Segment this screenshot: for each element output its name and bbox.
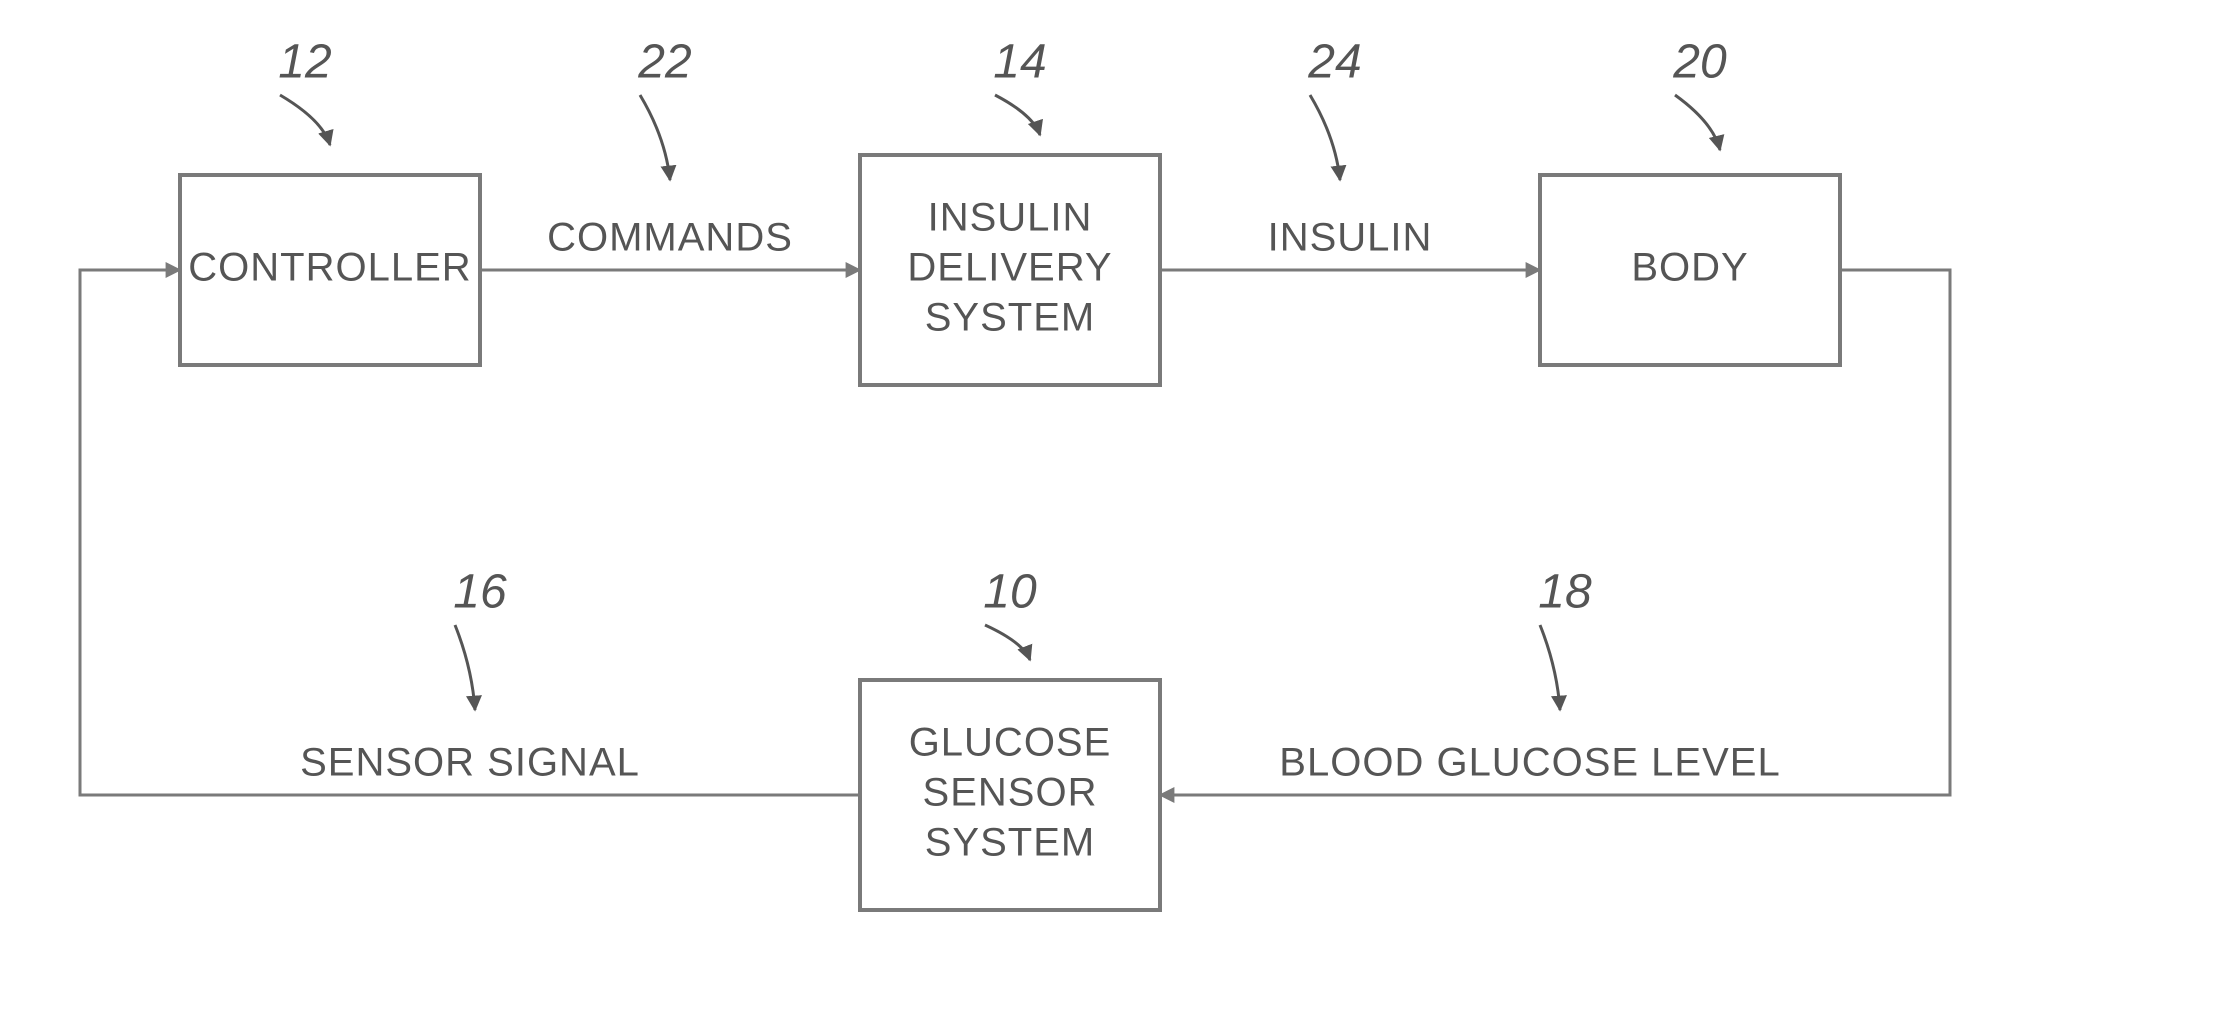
node-sensor: GLUCOSE SENSOR SYSTEM <box>860 680 1160 910</box>
ref-16-leader <box>455 625 475 710</box>
node-sensor-label-2: SYSTEM <box>925 821 1095 865</box>
edge-signal-label: SENSOR SIGNAL <box>300 741 640 785</box>
ref-18-leader <box>1540 625 1560 710</box>
node-sensor-label-1: SENSOR <box>923 771 1098 815</box>
ref-20-leader <box>1675 95 1720 150</box>
ref-22-label: 22 <box>637 36 691 89</box>
nodes-layer: CONTROLLER INSULIN DELIVERY SYSTEM BODY GLUCO… <box>180 155 1840 910</box>
node-delivery-label-1: DELIVERY <box>907 246 1112 290</box>
edge-insulin-label: INSULIN <box>1268 216 1433 260</box>
node-body-label-0: BODY <box>1631 246 1748 290</box>
ref-10-label: 10 <box>983 566 1037 619</box>
ref-18-label: 18 <box>1538 566 1592 619</box>
ref-10-leader <box>985 625 1030 660</box>
node-delivery: INSULIN DELIVERY SYSTEM <box>860 155 1160 385</box>
ref-24-label: 24 <box>1307 36 1361 89</box>
edge-bgl-label: BLOOD GLUCOSE LEVEL <box>1279 741 1780 785</box>
node-sensor-label-0: GLUCOSE <box>909 721 1112 765</box>
node-body: BODY <box>1540 175 1840 365</box>
node-controller-label-0: CONTROLLER <box>188 246 471 290</box>
ref-14-leader <box>995 95 1040 135</box>
node-delivery-label-0: INSULIN <box>928 196 1093 240</box>
node-delivery-label-2: SYSTEM <box>925 296 1095 340</box>
node-controller: CONTROLLER <box>180 175 480 365</box>
ref-24-leader <box>1310 95 1340 180</box>
ref-12-label: 12 <box>278 36 331 89</box>
ref-20-label: 20 <box>1672 36 1727 89</box>
ref-12-leader <box>280 95 330 145</box>
ref-14-label: 14 <box>993 36 1046 89</box>
ref-22-leader <box>640 95 670 180</box>
edge-commands-label: COMMANDS <box>547 216 793 260</box>
ref-16-label: 16 <box>453 566 507 619</box>
